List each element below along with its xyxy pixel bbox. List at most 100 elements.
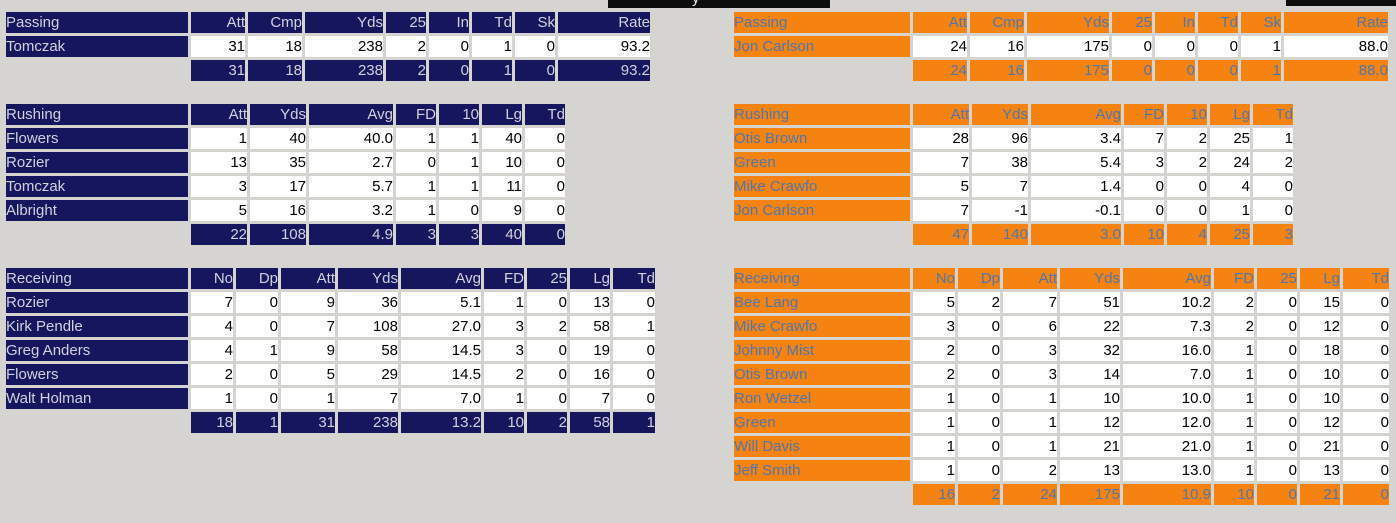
stat-value-cell: 3	[1003, 340, 1057, 361]
stat-value-cell: 3	[913, 316, 955, 337]
player-name-cell: Will Davis	[734, 436, 910, 457]
totals-spacer-cell	[6, 224, 188, 245]
stat-value-cell: 14	[1060, 364, 1120, 385]
stat-value-cell: 0	[396, 152, 436, 173]
column-header-cell: Td	[613, 268, 655, 289]
column-header-cell: Avg	[1031, 104, 1121, 125]
column-header-cell: Sk	[515, 12, 555, 33]
stat-value-cell: 0	[1257, 316, 1297, 337]
stat-value-cell: 12	[1300, 316, 1340, 337]
stat-value-cell: 93.2	[558, 36, 650, 57]
stat-value-cell: 32	[1060, 340, 1120, 361]
player-name-cell: Jon Carlson	[734, 36, 910, 57]
totals-spacer-cell	[6, 60, 188, 81]
total-value-cell: 0	[1112, 60, 1152, 81]
player-row: Mike Crawfo 3 0 6 22 7.3 2 0 12 0	[734, 316, 1389, 337]
stat-value-cell: -0.1	[1031, 200, 1121, 221]
player-name-cell: Johnny Mist	[734, 340, 910, 361]
column-header-cell: Yds	[972, 104, 1028, 125]
player-row: Greg Anders 4 1 9 58 14.5 3 0 19 0	[6, 340, 655, 361]
stat-value-cell: 0	[236, 316, 278, 337]
stat-value-cell: 14.5	[401, 364, 481, 385]
total-value-cell: 21	[1300, 484, 1340, 505]
stat-value-cell: 13	[570, 292, 610, 313]
total-value-cell: 1	[613, 412, 655, 433]
stat-value-cell: 1	[913, 388, 955, 409]
stat-value-cell: 58	[570, 316, 610, 337]
totals-row: 22 108 4.9 3 3 40 0	[6, 224, 565, 245]
stat-value-cell: 7	[913, 152, 969, 173]
stat-value-cell: 31	[191, 36, 245, 57]
total-value-cell: 10	[1124, 224, 1164, 245]
column-header-cell: Rate	[558, 12, 650, 33]
total-value-cell: 58	[570, 412, 610, 433]
player-name-cell: Otis Brown	[734, 128, 910, 149]
stat-value-cell: 58	[338, 340, 398, 361]
column-header-cell: Yds	[250, 104, 306, 125]
stat-value-cell: 0	[527, 292, 567, 313]
stat-value-cell: 0	[527, 388, 567, 409]
column-header-cell: Cmp	[248, 12, 302, 33]
stat-value-cell: 0	[1257, 388, 1297, 409]
stat-value-cell: 13	[1060, 460, 1120, 481]
stat-value-cell: 0	[1124, 200, 1164, 221]
total-value-cell: 2	[527, 412, 567, 433]
stat-value-cell: 3	[484, 340, 524, 361]
player-name-cell: Albright	[6, 200, 188, 221]
stat-value-cell: 4	[191, 316, 233, 337]
totals-spacer-cell	[734, 484, 910, 505]
stat-value-cell: 2	[386, 36, 426, 57]
column-header-cell: 25	[1257, 268, 1297, 289]
stat-value-cell: 22	[1060, 316, 1120, 337]
stat-value-cell: 0	[1167, 200, 1207, 221]
stat-value-cell: 21	[1060, 436, 1120, 457]
stat-value-cell: 0	[958, 316, 1000, 337]
total-value-cell: 0	[515, 60, 555, 81]
stat-value-cell: 16.0	[1123, 340, 1211, 361]
stat-value-cell: 10.2	[1123, 292, 1211, 313]
player-row: Green 7 38 5.4 3 2 24 2	[734, 152, 1293, 173]
stat-value-cell: 108	[338, 316, 398, 337]
stat-value-cell: 1	[396, 200, 436, 221]
stat-value-cell: 1	[191, 128, 247, 149]
stat-value-cell: 2	[1167, 128, 1207, 149]
stat-value-cell: 3.4	[1031, 128, 1121, 149]
player-row: Albright 5 16 3.2 1 0 9 0	[6, 200, 565, 221]
stat-value-cell: 21	[1300, 436, 1340, 457]
stat-value-cell: 36	[338, 292, 398, 313]
total-value-cell: 0	[1343, 484, 1389, 505]
player-row: Otis Brown 28 96 3.4 7 2 25 1	[734, 128, 1293, 149]
stat-value-cell: 24	[913, 36, 967, 57]
stat-value-cell: 2	[1214, 316, 1254, 337]
receiving-table-left: Receiving No Dp Att Yds Avg FD 25 Lg Td Rozier 7 0 9 3…	[3, 265, 658, 436]
stat-value-cell: 5	[191, 200, 247, 221]
column-header-cell: Dp	[958, 268, 1000, 289]
stat-value-cell: 1	[191, 388, 233, 409]
player-row: Bee Lang 5 2 7 51 10.2 2 0 15 0	[734, 292, 1389, 313]
totals-row: 24 16 175 0 0 0 1 88.0	[734, 60, 1388, 81]
column-header-cell: Avg	[401, 268, 481, 289]
player-name-cell: Mike Crawfo	[734, 176, 910, 197]
stat-value-cell: 1	[1214, 436, 1254, 457]
player-row: Kirk Pendle 4 0 7 108 27.0 3 2 58 1	[6, 316, 655, 337]
section-title-cell: Rushing	[734, 104, 910, 125]
column-header-cell: Lg	[1300, 268, 1340, 289]
stat-value-cell: 0	[429, 36, 469, 57]
stat-value-cell: 40	[250, 128, 306, 149]
total-value-cell: 4	[1167, 224, 1207, 245]
stat-value-cell: 2	[1003, 460, 1057, 481]
stat-value-cell: 25	[1210, 128, 1250, 149]
stat-value-cell: 0	[439, 200, 479, 221]
stat-value-cell: 1	[281, 388, 335, 409]
stat-value-cell: 7.0	[401, 388, 481, 409]
stat-value-cell: 1	[1003, 412, 1057, 433]
stat-value-cell: 29	[338, 364, 398, 385]
stat-value-cell: 1	[439, 176, 479, 197]
total-value-cell: 108	[250, 224, 306, 245]
total-value-cell: 1	[472, 60, 512, 81]
stat-value-cell: 24	[1210, 152, 1250, 173]
stat-value-cell: 13.0	[1123, 460, 1211, 481]
stat-value-cell: 15	[1300, 292, 1340, 313]
player-name-cell: Jon Carlson	[734, 200, 910, 221]
